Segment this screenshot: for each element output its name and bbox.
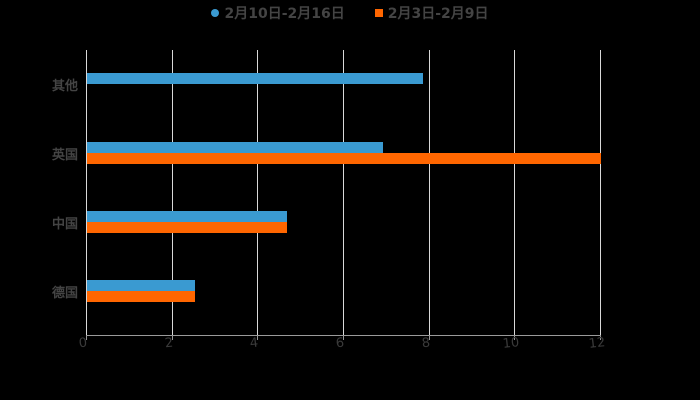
x-tick (429, 335, 430, 340)
y-category-label: 中国 (51, 217, 78, 232)
x-tick (86, 335, 87, 340)
x-tick (600, 335, 601, 340)
x-tick-label: 8 (421, 335, 431, 352)
x-tick-label: 12 (587, 335, 607, 352)
x-tick-label: 4 (249, 335, 259, 352)
y-category-label: 德国 (51, 286, 78, 301)
legend-item-series-1[interactable]: 2月10日-2月16日 (211, 3, 345, 23)
legend-marker-icon (211, 9, 220, 17)
x-tick (172, 335, 173, 340)
x-tick-label: 10 (501, 335, 521, 352)
bar-series-2[interactable] (87, 291, 195, 302)
gridline (86, 50, 87, 335)
gridline (172, 50, 173, 335)
y-category-label: 其他 (51, 79, 78, 94)
bar-series-2[interactable] (87, 153, 601, 164)
y-category-label: 英国 (51, 148, 78, 163)
bar-series-1[interactable] (87, 280, 195, 291)
bar-series-1[interactable] (87, 142, 383, 153)
gridline (257, 50, 258, 335)
bar-series-1[interactable] (87, 73, 423, 84)
legend-marker-icon (374, 9, 383, 17)
x-tick (514, 335, 515, 340)
x-tick (257, 335, 258, 340)
bar-series-1[interactable] (87, 211, 287, 222)
gridline (600, 50, 601, 335)
bar-series-2[interactable] (87, 222, 287, 233)
gridline (514, 50, 515, 335)
x-tick-label: 0 (78, 335, 88, 352)
chart-legend: 2月10日-2月16日 2月3日-2月9日 (0, 3, 700, 23)
legend-label: 2月10日-2月16日 (224, 6, 345, 22)
legend-label: 2月3日-2月9日 (387, 6, 489, 22)
x-tick-label: 2 (164, 335, 174, 352)
x-tick-label: 6 (335, 335, 345, 352)
legend-item-series-2[interactable]: 2月3日-2月9日 (374, 3, 489, 23)
x-tick (343, 335, 344, 340)
gridline (429, 50, 430, 335)
gridline (343, 50, 344, 335)
